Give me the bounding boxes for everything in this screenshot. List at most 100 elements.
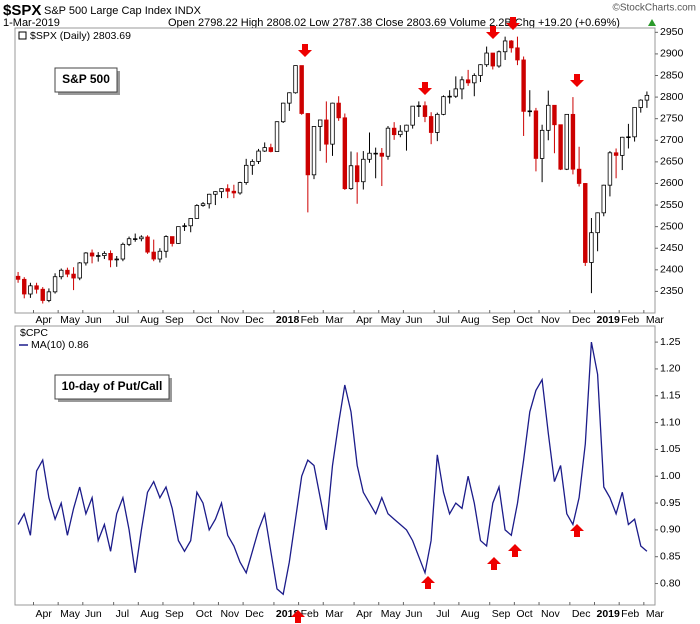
- price-legend: $SPX (Daily) 2803.69: [30, 30, 131, 42]
- x-tick-label: Sep: [165, 608, 184, 620]
- y-tick-label: 2900: [660, 48, 684, 60]
- y-tick-label: 2650: [660, 156, 684, 168]
- x-tick-label: Aug: [461, 314, 480, 326]
- candle-body: [539, 129, 545, 159]
- candle-body: [515, 47, 520, 61]
- candle-body: [299, 65, 304, 114]
- candle-body: [373, 152, 378, 155]
- candle-body: [336, 102, 341, 119]
- candle-body: [213, 191, 218, 195]
- candle-body: [194, 205, 200, 219]
- candle-body: [237, 182, 243, 194]
- candle-body: [22, 278, 27, 295]
- candle-body: [453, 88, 459, 97]
- candle-body: [59, 269, 64, 278]
- down-arrow: [506, 17, 520, 30]
- x-tick-label: Sep: [165, 314, 184, 326]
- y-tick-label: 2600: [660, 177, 684, 189]
- candle-body: [324, 119, 329, 145]
- up-arrow: [570, 524, 584, 537]
- candle-body: [435, 113, 440, 133]
- x-tick-label: Apr: [356, 608, 373, 620]
- x-tick-label: Apr: [35, 314, 52, 326]
- x-tick-label: Jul: [436, 608, 449, 620]
- up-arrow: [508, 544, 522, 557]
- up-arrow: [421, 576, 435, 589]
- candle-body: [114, 258, 119, 261]
- candle-body: [243, 164, 249, 183]
- candle-body: [151, 251, 156, 260]
- down-arrow: [418, 82, 432, 95]
- candle-body: [157, 250, 163, 260]
- down-arrow: [298, 44, 312, 57]
- candle-body: [509, 40, 514, 49]
- price-annotation: S&P 500: [62, 72, 110, 86]
- x-tick-label: Aug: [461, 608, 480, 620]
- x-tick-label: Oct: [196, 314, 212, 326]
- candle-body: [428, 116, 434, 133]
- x-tick-label: Nov: [220, 314, 239, 326]
- y-tick-label: 2450: [660, 242, 684, 254]
- x-tick-label: Nov: [220, 608, 239, 620]
- candle-body: [595, 212, 600, 234]
- candle-body: [83, 252, 89, 264]
- y-tick-label: 0.85: [660, 550, 681, 562]
- candle-body: [564, 113, 569, 170]
- candle-body: [583, 183, 588, 263]
- candle-body: [367, 152, 372, 160]
- ratio-legend: MA(10) 0.86: [31, 339, 89, 351]
- y-tick-label: 2850: [660, 69, 684, 81]
- candle-body: [163, 236, 169, 252]
- candle-body: [52, 276, 58, 293]
- x-tick-label: Jul: [116, 314, 129, 326]
- quote-date: 1-Mar-2019: [3, 17, 60, 29]
- y-tick-label: 1.10: [660, 416, 681, 428]
- up-arrow: [487, 557, 501, 570]
- candle-body: [348, 165, 354, 190]
- candle-body: [280, 102, 286, 123]
- candle-body: [145, 236, 150, 253]
- candle-body: [546, 104, 551, 131]
- x-tick-label: Aug: [140, 314, 159, 326]
- x-tick-label: May: [60, 608, 81, 620]
- candle-body: [570, 113, 576, 170]
- x-tick-label: Feb: [621, 608, 639, 620]
- candle-body: [422, 105, 428, 117]
- candle-body: [447, 95, 452, 98]
- candle-body: [361, 158, 366, 183]
- ratio-line: [17, 341, 648, 596]
- x-tick-label: May: [60, 314, 81, 326]
- change-icon: [648, 19, 656, 26]
- candle-body: [133, 238, 138, 240]
- x-tick-label: May: [381, 608, 402, 620]
- candle-body: [613, 152, 619, 156]
- candle-body: [126, 238, 132, 245]
- candle-body: [170, 236, 175, 244]
- x-tick-label: Mar: [646, 314, 665, 326]
- y-tick-label: 1.05: [660, 443, 681, 455]
- candle-body: [354, 165, 360, 183]
- candle-body: [231, 190, 237, 194]
- candle-body: [268, 147, 274, 152]
- candle-body: [576, 168, 582, 184]
- x-tick-label: Feb: [301, 314, 319, 326]
- candle-body: [527, 110, 532, 113]
- index-name: S&P 500 Large Cap Index INDX: [44, 5, 202, 17]
- candle-body: [139, 236, 144, 240]
- candle-body: [102, 253, 107, 256]
- candle-body: [404, 124, 409, 132]
- candle-body: [385, 127, 391, 157]
- x-tick-label: Apr: [356, 314, 373, 326]
- x-tick-label: Jun: [405, 608, 422, 620]
- x-tick-label: Aug: [140, 608, 159, 620]
- x-tick-label: Dec: [245, 608, 264, 620]
- candle-body: [206, 193, 212, 205]
- y-tick-label: 2500: [660, 220, 684, 232]
- y-tick-label: 0.90: [660, 524, 681, 536]
- x-tick-label: Feb: [621, 314, 639, 326]
- candle-body: [484, 52, 489, 66]
- up-arrow: [291, 610, 305, 623]
- candle-body: [490, 52, 495, 67]
- candle-body: [521, 59, 526, 112]
